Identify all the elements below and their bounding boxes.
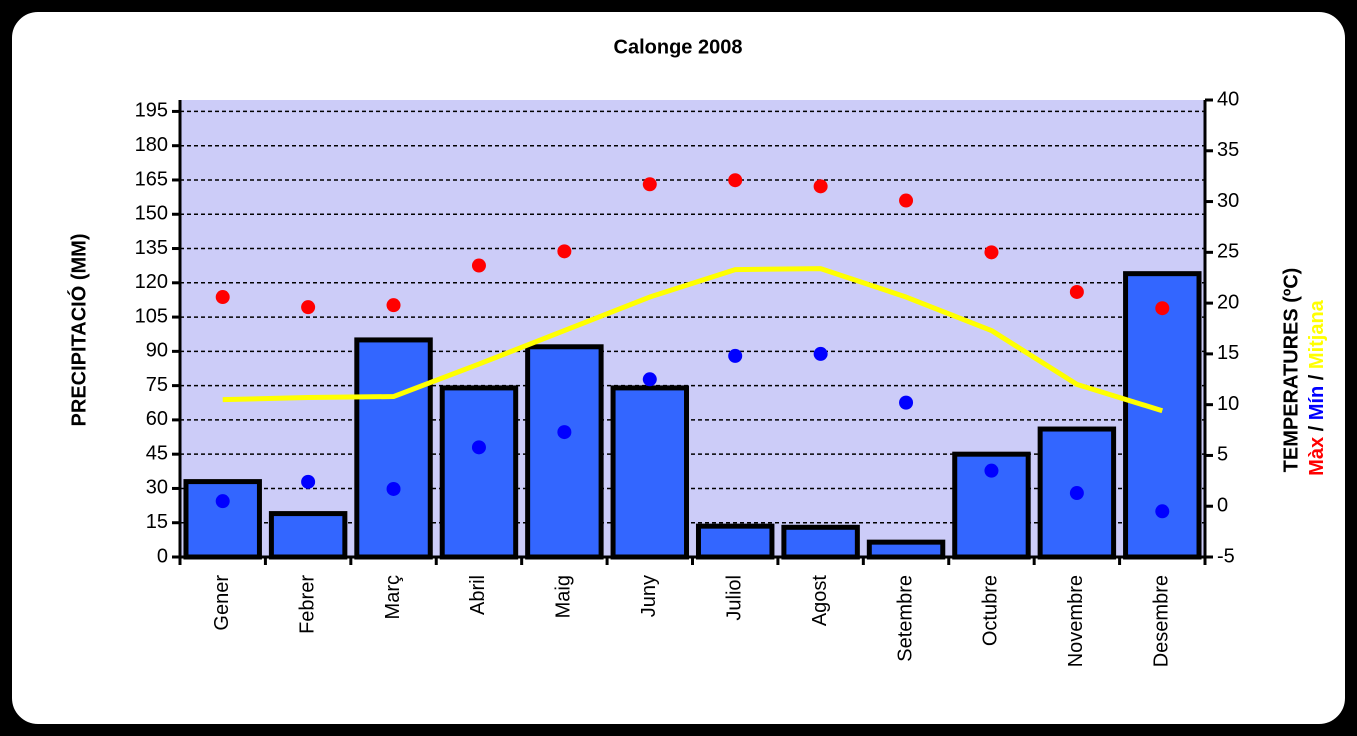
y-tick-label: 60 xyxy=(146,408,168,430)
y-tick-label: 135 xyxy=(135,237,168,259)
point xyxy=(1155,301,1170,316)
y-tick-label: 30 xyxy=(146,477,168,499)
y-tick-label: 195 xyxy=(135,100,168,122)
y2-axis-legend: Màx / Mín / Mitjana xyxy=(1306,299,1328,475)
y2-tick-label: 35 xyxy=(1217,139,1239,161)
bar xyxy=(866,539,946,560)
bar xyxy=(354,337,433,560)
point xyxy=(386,481,401,496)
y-tick-label: 75 xyxy=(146,374,168,396)
bar xyxy=(439,385,519,560)
x-tick-label: Agost xyxy=(809,575,831,627)
y2-tick-label: 15 xyxy=(1217,342,1239,364)
point xyxy=(728,348,743,363)
point xyxy=(557,425,572,440)
x-tick-label: Octubre xyxy=(980,575,1002,646)
y2-tick-label: 30 xyxy=(1217,190,1239,212)
x-tick-label: Desembre xyxy=(1151,575,1173,667)
point xyxy=(1069,486,1084,501)
y-tick-label: 0 xyxy=(157,545,168,567)
y-tick-label: 45 xyxy=(146,442,168,464)
y2-tick-label: 20 xyxy=(1217,291,1239,313)
y2-tick-label: 40 xyxy=(1217,88,1239,110)
point xyxy=(557,244,572,259)
y2-tick-label: 10 xyxy=(1217,393,1239,415)
chart-title: Calonge 2008 xyxy=(614,36,743,58)
point xyxy=(899,395,914,410)
point xyxy=(301,300,316,315)
y-tick-label: 180 xyxy=(135,134,168,156)
y2-tick-label: 25 xyxy=(1217,241,1239,263)
x-tick-label: Febrer xyxy=(296,575,318,634)
y-tick-label: 120 xyxy=(135,271,168,293)
bar xyxy=(695,523,775,560)
point xyxy=(215,494,230,509)
line xyxy=(222,266,1164,414)
point xyxy=(813,179,828,194)
bar xyxy=(268,511,348,560)
point xyxy=(1155,504,1170,519)
y2-axis-title: TEMPERATURES (ºC) xyxy=(1280,268,1302,473)
x-tick-label: Maig xyxy=(553,575,575,618)
point xyxy=(471,440,486,455)
point xyxy=(813,346,828,361)
bar xyxy=(610,385,690,560)
point xyxy=(471,258,486,273)
x-tick-label: Març xyxy=(382,575,404,619)
legend-min: Mín xyxy=(1306,386,1328,420)
point xyxy=(728,173,743,188)
x-tick-label: Gener xyxy=(211,575,233,631)
y2-tick-label: 5 xyxy=(1217,444,1228,466)
point xyxy=(1069,284,1084,299)
legend-mean: Mitjana xyxy=(1306,299,1328,369)
x-tick-label: Juliol xyxy=(723,575,745,621)
point xyxy=(899,193,914,208)
x-tick-label: Juny xyxy=(638,575,660,617)
bar xyxy=(781,524,860,560)
point xyxy=(301,474,316,489)
x-tick-label: Setembre xyxy=(894,575,916,662)
legend-separator: / xyxy=(1306,374,1328,380)
y-tick-label: 105 xyxy=(135,305,168,327)
bar xyxy=(183,479,262,560)
legend-max: Màx xyxy=(1306,437,1328,476)
point xyxy=(984,245,999,260)
y-axis-title: PRECIPITACIÓ (MM) xyxy=(66,234,90,427)
y-tick-label: 150 xyxy=(135,203,168,225)
y-tick-label: 15 xyxy=(146,511,168,533)
x-tick-label: Novembre xyxy=(1065,575,1087,667)
point xyxy=(215,290,230,305)
point xyxy=(642,177,657,192)
point xyxy=(642,372,657,387)
y2-tick-label: -5 xyxy=(1217,545,1235,567)
bar xyxy=(1123,271,1202,560)
x-tick-label: Abril xyxy=(467,575,489,615)
legend-separator: / xyxy=(1306,425,1328,431)
point xyxy=(386,298,401,313)
bar xyxy=(525,344,604,560)
point xyxy=(984,463,999,478)
plot-area xyxy=(180,100,1205,557)
y2-tick-label: 0 xyxy=(1217,495,1228,517)
y-tick-label: 165 xyxy=(135,168,168,190)
y-tick-label: 90 xyxy=(146,340,168,362)
